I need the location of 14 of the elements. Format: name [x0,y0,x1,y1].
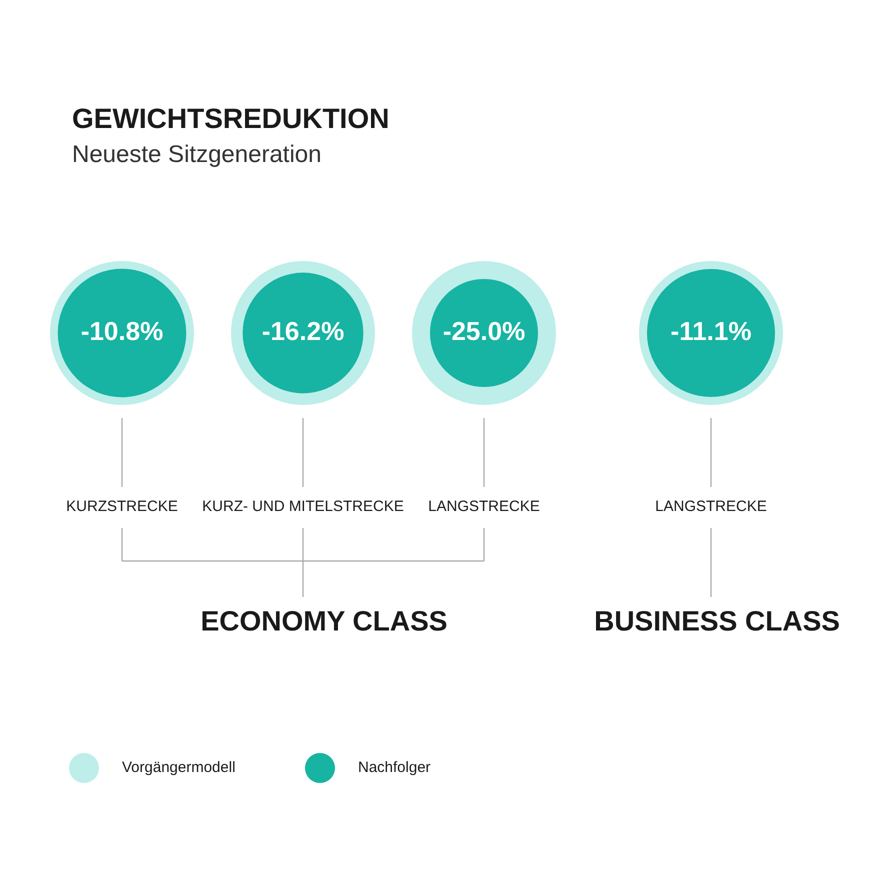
category-label: KURZSTRECKE [66,498,178,516]
category-label: KURZ- UND MITELSTRECKE [202,498,404,516]
legend-label: Vorgängermodell [122,759,236,776]
data-label: -10.8% [80,316,164,346]
text: BUSINESS CLASS [594,606,840,637]
text: GEWICHTSREDUKTION [72,103,390,134]
data-label: -16.2% [262,316,344,346]
legend-label: Nachfolger [358,759,431,776]
data-label: -11.1% [670,316,752,346]
category-label: LANGSTRECKE [655,498,767,516]
category-label: LANGSTRECKE [428,498,540,516]
data-label: -25.0% [442,316,526,346]
text: Neueste Sitzgeneration [72,141,322,168]
text: ECONOMY CLASS [200,606,448,637]
